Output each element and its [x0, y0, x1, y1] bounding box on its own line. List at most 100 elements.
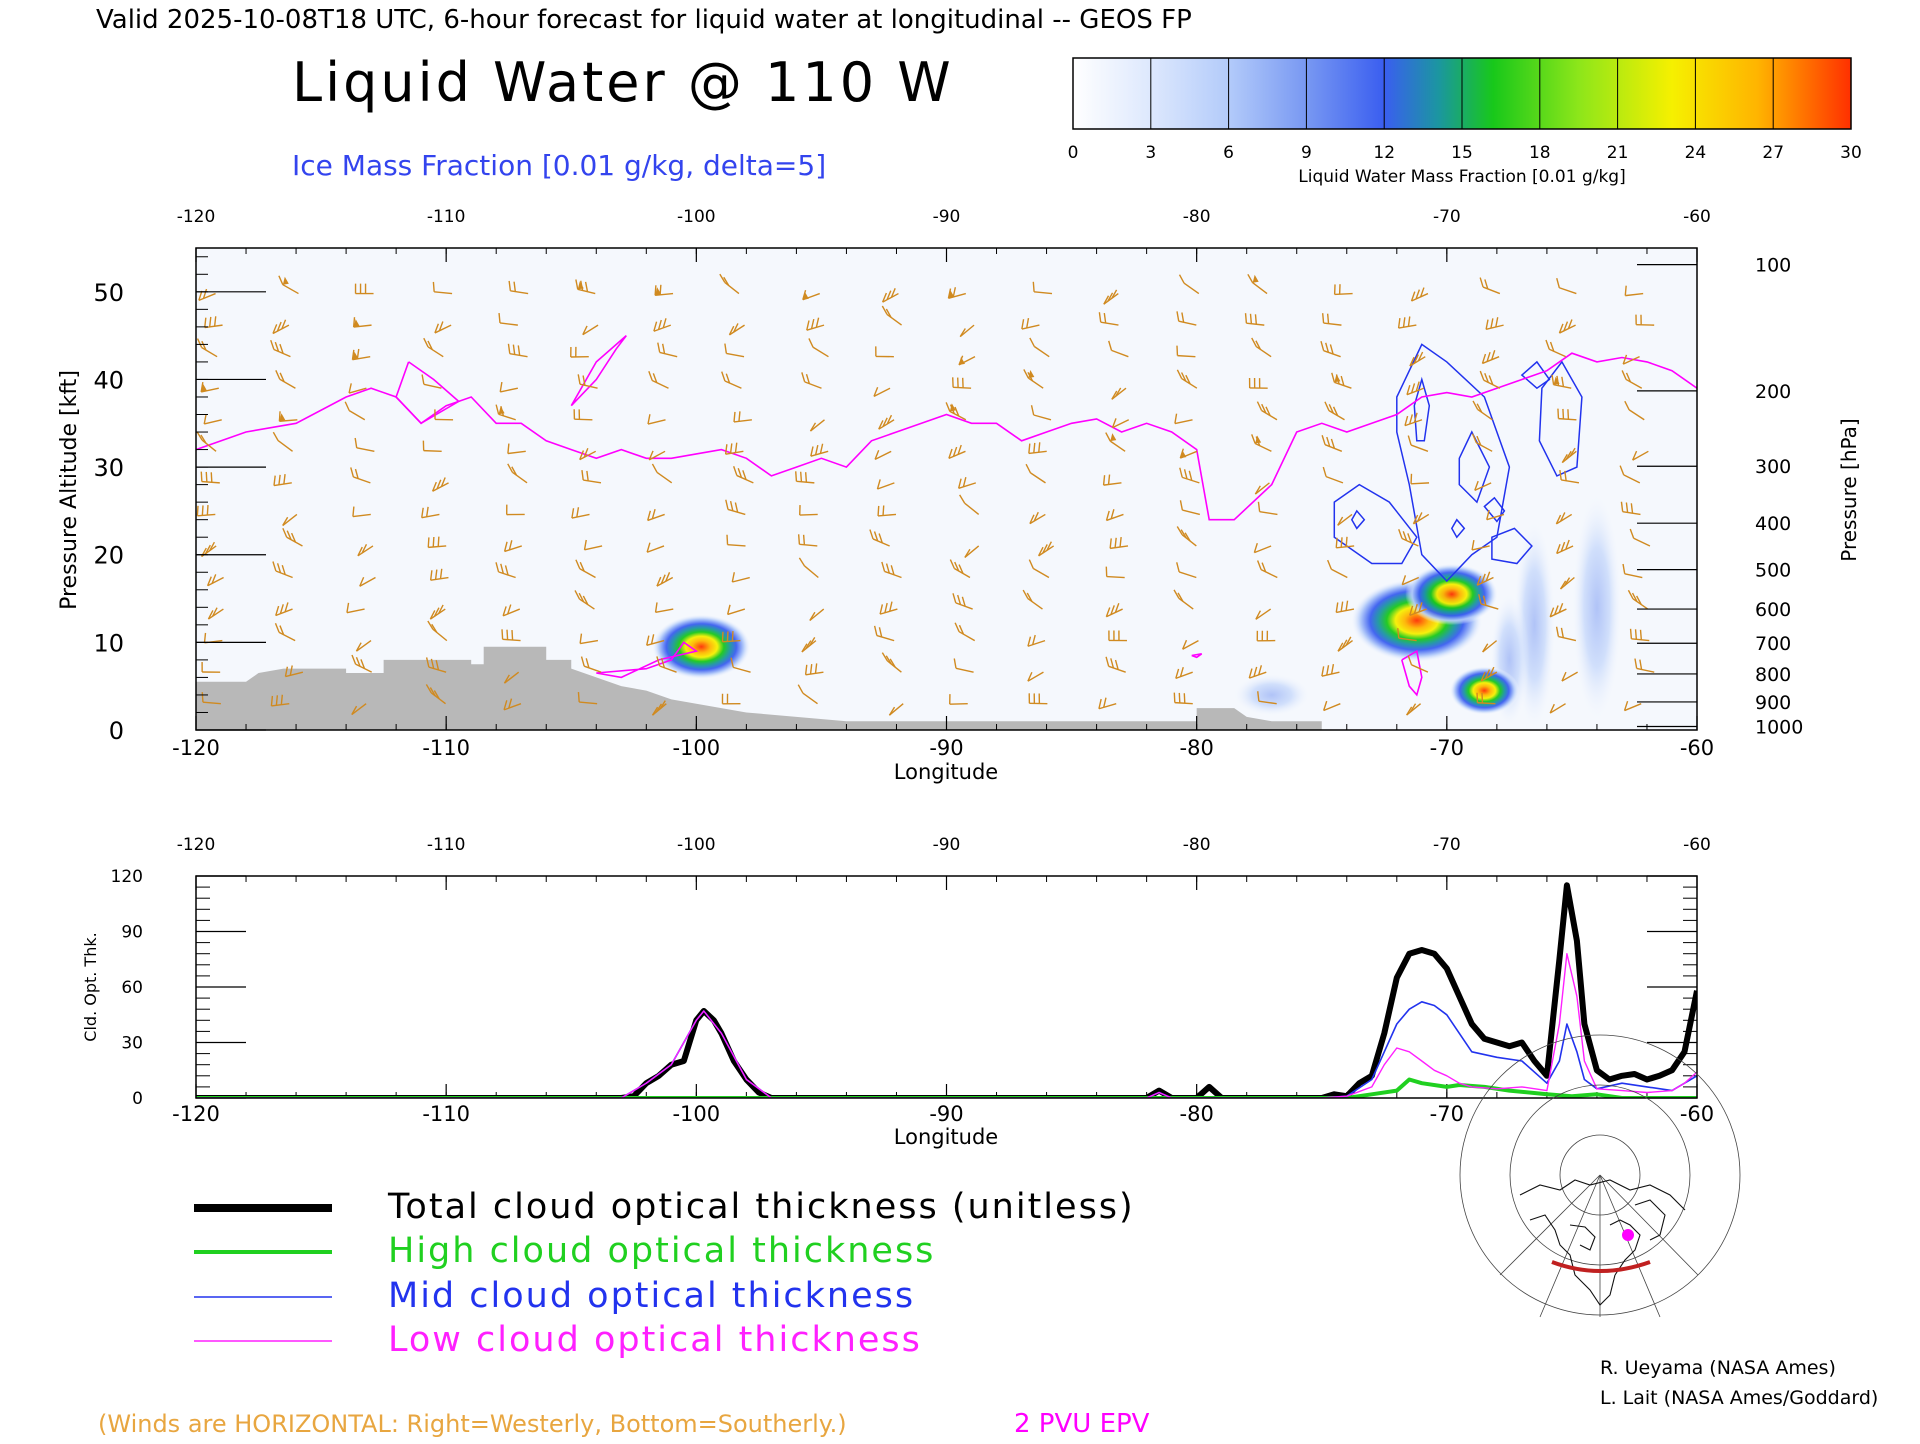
bottom-x-tick-label: -90 [929, 1102, 963, 1126]
colorbar-tick-label: 9 [1301, 143, 1312, 163]
wind-barb-feather [1034, 443, 1035, 453]
y-tick-label: 40 [93, 366, 124, 394]
wind-barb-feather [206, 472, 207, 482]
optical-thickness-plot-area [196, 876, 1697, 1098]
x-tick-label-top: -110 [427, 207, 466, 227]
wind-barb-feather [1341, 537, 1342, 547]
main-title: Liquid Water @ 110 W [292, 51, 954, 114]
pressure-tick-label: 1000 [1755, 716, 1803, 738]
colorbar-tick-label: 27 [1762, 143, 1784, 163]
bottom-x-tick-label: -120 [172, 1102, 220, 1126]
wind-barb-feather [276, 695, 277, 705]
pressure-tick-label: 500 [1755, 560, 1791, 582]
wind-barb-feather [201, 472, 202, 482]
bottom-y-tick-label: 30 [121, 1034, 143, 1054]
wind-barb-feather [727, 631, 728, 641]
liquid-water-haze [1571, 487, 1623, 727]
colorbar-tick-label: 3 [1145, 143, 1156, 163]
legend-label-total: Total cloud optical thickness (unitless) [387, 1187, 1135, 1227]
winds-note: (Winds are HORIZONTAL: Right=Westerly, B… [98, 1410, 847, 1438]
y-tick-label: 30 [93, 454, 124, 482]
colorbar-tick-label: 15 [1451, 143, 1473, 163]
wind-barb-feather [202, 692, 203, 702]
epv-label: 2 PVU EPV [1014, 1409, 1150, 1439]
legend: Total cloud optical thickness (unitless)… [194, 1187, 1135, 1360]
wind-barb-feather [1563, 409, 1564, 419]
colorbar-tick-label: 12 [1373, 143, 1395, 163]
wind-barb-feather [722, 632, 723, 642]
bottom-x-axis-label: Longitude [894, 1125, 998, 1149]
wind-barb-feather [1033, 282, 1034, 292]
bottom-x-tick-label: -80 [1180, 1102, 1214, 1126]
bottom-x-tick-label-top: -60 [1683, 835, 1711, 855]
wind-barb-feather [499, 313, 500, 323]
x-tick-label-top: -90 [933, 207, 961, 227]
x-tick-label: -110 [422, 736, 470, 760]
x-tick-label: -120 [172, 736, 220, 760]
credit-2: L. Lait (NASA Ames/Goddard) [1600, 1387, 1878, 1409]
pressure-tick-label: 900 [1755, 692, 1791, 714]
wind-barb-feather [1558, 409, 1559, 419]
wind-barb-feather [202, 505, 203, 515]
legend-label-low: Low cloud optical thickness [388, 1320, 922, 1360]
bottom-x-tick-label: -110 [422, 1102, 470, 1126]
colorbar-tick-label: 18 [1529, 143, 1551, 163]
wind-barb-feather [433, 537, 434, 547]
locator-map-frame [1500, 1165, 1698, 1317]
wind-barb-feather [353, 507, 354, 517]
wind-barb-feather [799, 534, 800, 544]
bottom-x-tick-label-top: -90 [933, 835, 961, 855]
wind-barb-feather [1109, 475, 1110, 485]
bottom-y-tick-label: 60 [121, 978, 143, 998]
top-y-axis-label: Pressure Altitude [kft] [57, 370, 82, 610]
wind-barb-feather [878, 506, 879, 516]
wind-barb-staff [574, 419, 592, 420]
x-tick-label-top: -70 [1433, 207, 1461, 227]
legend-label-high: High cloud optical thickness [388, 1231, 935, 1271]
wind-barb-feather [204, 633, 205, 643]
wind-barb-feather [1568, 409, 1569, 419]
bottom-x-tick-label-top: -110 [427, 835, 466, 855]
x-tick-label: -90 [929, 736, 963, 760]
cross-section-plot-area [196, 248, 1697, 730]
wind-barb-feather [806, 472, 807, 482]
wind-barb-staff [1335, 294, 1353, 295]
wind-barb-feather [1039, 442, 1040, 452]
wind-barb-feather [1246, 313, 1247, 323]
wind-barb-feather [804, 535, 805, 545]
x-tick-label-top: -60 [1683, 207, 1711, 227]
x-tick-label: -70 [1430, 736, 1464, 760]
wind-barb-feather [271, 696, 272, 706]
pressure-tick-label: 800 [1755, 664, 1791, 686]
wind-barb-staff [800, 514, 818, 515]
top-x-axis-label: Longitude [894, 760, 998, 784]
location-marker [1622, 1229, 1634, 1241]
wind-barb-staff [1411, 483, 1429, 484]
bottom-x-tick-label-top: -120 [177, 835, 216, 855]
pressure-tick-label: 700 [1755, 633, 1791, 655]
pressure-tick-label: 600 [1755, 599, 1791, 621]
legend-label-mid: Mid cloud optical thickness [388, 1276, 915, 1316]
bottom-x-tick-label: -100 [672, 1102, 720, 1126]
wind-barb-feather [502, 629, 503, 639]
wind-barb-staff [1477, 703, 1495, 704]
bottom-x-tick-label-top: -80 [1183, 835, 1211, 855]
bottom-x-tick-label: -70 [1430, 1102, 1464, 1126]
wind-barb-feather [1641, 630, 1642, 640]
bottom-y-tick-label: 120 [111, 867, 143, 887]
bottom-y-tick-label: 0 [132, 1089, 143, 1109]
x-tick-label-top: -120 [177, 207, 216, 227]
wind-barb-feather [1636, 629, 1637, 639]
wind-barb-feather [433, 282, 434, 292]
wind-barb-feather [281, 695, 282, 705]
wind-barb-feather [1346, 537, 1347, 547]
bottom-y-tick-label: 90 [121, 923, 143, 943]
y-tick-label: 50 [93, 279, 124, 307]
wind-barb-feather [1255, 314, 1256, 324]
wind-barb-feather [207, 505, 208, 515]
wind-barb-feather [512, 630, 513, 640]
wind-barb-feather [578, 692, 579, 702]
credit-1: R. Ueyama (NASA Ames) [1600, 1357, 1836, 1379]
